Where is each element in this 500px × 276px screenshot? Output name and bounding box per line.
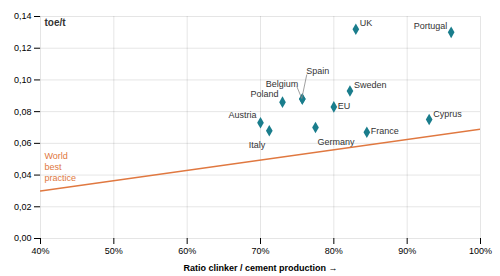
svg-text:90%: 90% (398, 246, 416, 256)
svg-text:Ratio clinker / cement product: Ratio clinker / cement production → (183, 263, 337, 273)
svg-text:Worldbestpractice: Worldbestpractice (45, 151, 77, 183)
svg-text:0,14: 0,14 (14, 11, 32, 21)
svg-text:0,08: 0,08 (14, 107, 32, 117)
svg-text:0,02: 0,02 (14, 202, 32, 212)
svg-text:0,04: 0,04 (14, 170, 32, 180)
svg-text:0,06: 0,06 (14, 138, 32, 148)
svg-text:40%: 40% (31, 246, 49, 256)
svg-text:100%: 100% (469, 246, 492, 256)
svg-text:Austria: Austria (228, 110, 256, 120)
svg-text:EU: EU (338, 101, 351, 111)
svg-text:0,00: 0,00 (14, 233, 32, 243)
svg-text:60%: 60% (178, 246, 196, 256)
svg-text:50%: 50% (105, 246, 123, 256)
svg-text:80%: 80% (325, 246, 343, 256)
svg-text:France: France (371, 126, 399, 136)
svg-text:Cyprus: Cyprus (433, 109, 462, 119)
svg-text:Poland: Poland (250, 89, 278, 99)
svg-text:0,12: 0,12 (14, 43, 32, 53)
svg-text:Italy: Italy (249, 140, 266, 150)
svg-text:Germany: Germany (318, 137, 356, 147)
svg-text:UK: UK (360, 18, 373, 28)
svg-text:toe/t: toe/t (45, 17, 67, 28)
svg-text:Spain: Spain (306, 66, 329, 76)
svg-text:0,10: 0,10 (14, 75, 32, 85)
svg-text:70%: 70% (251, 246, 269, 256)
svg-text:Belgium: Belgium (266, 79, 299, 89)
svg-text:Sweden: Sweden (354, 80, 387, 90)
svg-text:Portugal: Portugal (414, 21, 448, 31)
